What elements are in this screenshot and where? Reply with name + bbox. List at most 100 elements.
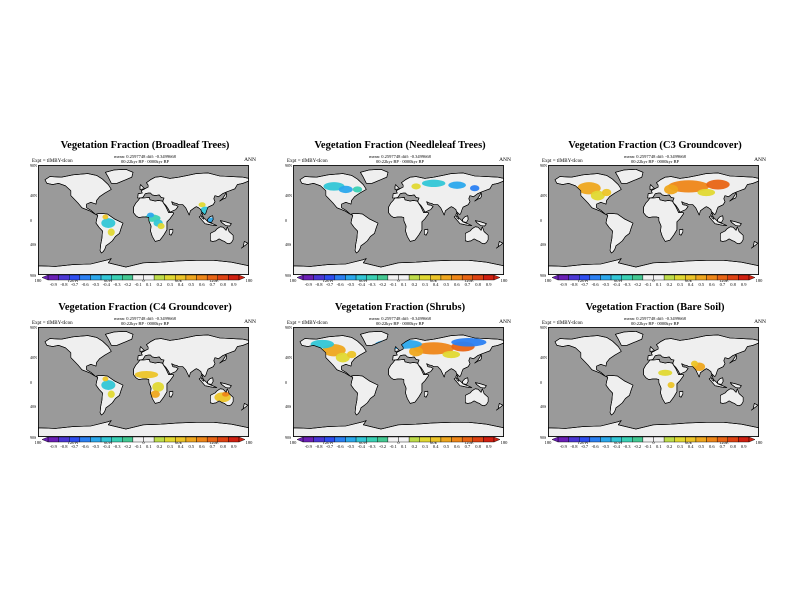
colorbar-tick-label: -0.1 [644, 444, 652, 449]
latitude-label: 40N [30, 355, 37, 361]
colorbar-swatch [440, 274, 452, 281]
colorbar-tick-label: -0.5 [347, 444, 355, 449]
colorbar: -0.9 -0.8 -0.7 -0.6 -0.5 -0.4 -0.3 -0.2 -0.1 0.1 0… [548, 274, 759, 288]
colorbar-tick-label: -0.4 [357, 282, 365, 287]
colorbar-swatch [111, 436, 123, 443]
colorbar-tick-label: 0.2 [156, 444, 163, 449]
colorbar-swatch [642, 436, 654, 443]
colorbar-right-arrow [493, 436, 501, 443]
colorbar-tick-label: -0.8 [60, 444, 68, 449]
anomaly-patch-south-asia [691, 360, 699, 367]
colorbar-svg [41, 436, 246, 443]
colorbar-swatch [90, 436, 102, 443]
longitude-label: 180 [34, 440, 42, 445]
colorbar-swatch [217, 274, 229, 281]
colorbar-tick-label: 0.3 [677, 282, 683, 287]
colorbar-swatch [557, 436, 569, 443]
colorbar: -0.9 -0.8 -0.7 -0.6 -0.5 -0.4 -0.3 -0.2 -0.1 0.1 0… [293, 274, 504, 288]
colorbar-swatch [610, 274, 622, 281]
colorbar-tick-label: -0.1 [644, 282, 652, 287]
colorbar-swatch [58, 436, 70, 443]
colorbar-swatch [589, 274, 601, 281]
experiment-label: Expt = tIMBY-tIcon [542, 159, 583, 164]
latitude-label: 90S [540, 272, 547, 278]
colorbar-tick-label: 0.5 [698, 282, 705, 287]
longitude-label: 120W [322, 440, 334, 445]
longitude-label: 120E [464, 440, 474, 445]
longitude-label: 180 [34, 278, 42, 283]
colorbar-swatch [408, 436, 420, 443]
colorbar-tick-label: -0.2 [634, 444, 642, 449]
colorbar-tick-label: -0.5 [602, 444, 610, 449]
colorbar-right-arrow [493, 274, 501, 281]
colorbar-tick-label: -0.4 [102, 444, 110, 449]
anomaly-patch-boreal [451, 338, 487, 347]
map-frame [293, 327, 504, 437]
colorbar-tick-label: -0.4 [612, 444, 620, 449]
colorbar-swatch [716, 274, 728, 281]
colorbar-swatch [313, 274, 325, 281]
colorbar-swatch [461, 436, 473, 443]
latitude-label: 40N [540, 355, 547, 361]
colorbar-tick-label: 0.3 [167, 282, 173, 287]
latitude-label: 40S [30, 403, 37, 409]
colorbar-swatch [695, 274, 707, 281]
map-svg [38, 327, 249, 437]
anomaly-patch-tropical-africa [157, 223, 165, 230]
colorbar-tick-label: 0.6 [199, 282, 205, 287]
colorbar-swatch [600, 436, 612, 443]
time-slice-label: 00:22kyr BP · 0000kyr BP [120, 321, 170, 326]
latitude-label: 40N [285, 193, 292, 199]
colorbar-tick-label: 0.8 [730, 282, 736, 287]
anomaly-patch-africa [667, 382, 675, 389]
colorbar-tick-label: -0.4 [102, 282, 110, 287]
colorbar-tick-label: 0.7 [209, 282, 216, 287]
map-panel: Vegetation Fraction (C3 Groundcover) mean… [540, 140, 770, 340]
colorbar-tick-label: -0.8 [315, 444, 323, 449]
panel-title: Vegetation Fraction (Needleleaf Trees) [314, 140, 486, 151]
colorbar-swatch [579, 274, 591, 281]
map-panel: Vegetation Fraction (Shrubs) mean: 0.2597… [285, 302, 515, 502]
colorbar-tick-label: -0.6 [81, 282, 89, 287]
panel-title: Vegetation Fraction (Shrubs) [334, 302, 466, 313]
colorbar-tick-label: 0.6 [454, 282, 460, 287]
colorbar-tick-label: 0.1 [145, 444, 152, 449]
colorbar-swatch [738, 436, 750, 443]
colorbar-tick-label: 0.7 [464, 282, 471, 287]
colorbar-swatch [355, 436, 367, 443]
longitude-label: 0 [652, 278, 655, 283]
colorbar-swatch [398, 274, 410, 281]
colorbar-right-arrow [748, 436, 756, 443]
longitude-label: 60W [613, 440, 623, 445]
colorbar-tick-label: 0.5 [188, 444, 195, 449]
colorbar-tick-label: -0.1 [389, 444, 397, 449]
latitude-label: 40N [30, 193, 37, 199]
season-label: ANN [754, 157, 766, 163]
latitude-label: 40N [540, 193, 547, 199]
colorbar-tick-label: -0.9 [49, 282, 57, 287]
colorbar-swatch [557, 274, 569, 281]
colorbar-swatch [430, 436, 442, 443]
colorbar-tick-label: 0.1 [655, 444, 662, 449]
anomaly-patches [323, 179, 480, 194]
colorbar-swatch [143, 274, 155, 281]
anomaly-patch-australia [222, 391, 230, 397]
colorbar-tick-label: -0.7 [580, 444, 589, 449]
anomaly-patch-south-america [102, 214, 109, 220]
colorbar-tick-label: 0.8 [730, 444, 736, 449]
colorbar-tick-label: 0.7 [209, 444, 216, 449]
anomaly-patch-eurasia [409, 346, 424, 357]
colorbar-swatch [600, 274, 612, 281]
colorbar-tick-label: 0.8 [475, 444, 481, 449]
longitude-label: 120E [464, 278, 474, 283]
colorbar-swatch [302, 436, 314, 443]
colorbar-swatch [461, 274, 473, 281]
colorbar-tick-label: -0.2 [379, 444, 387, 449]
colorbar-swatch [47, 274, 59, 281]
colorbar-swatch [568, 436, 580, 443]
latitude-label: 0 [540, 217, 542, 223]
colorbar-swatch [451, 274, 463, 281]
experiment-label: Expt = tIMBY-tIcon [287, 321, 328, 326]
colorbar-tick-label: -0.2 [634, 282, 642, 287]
